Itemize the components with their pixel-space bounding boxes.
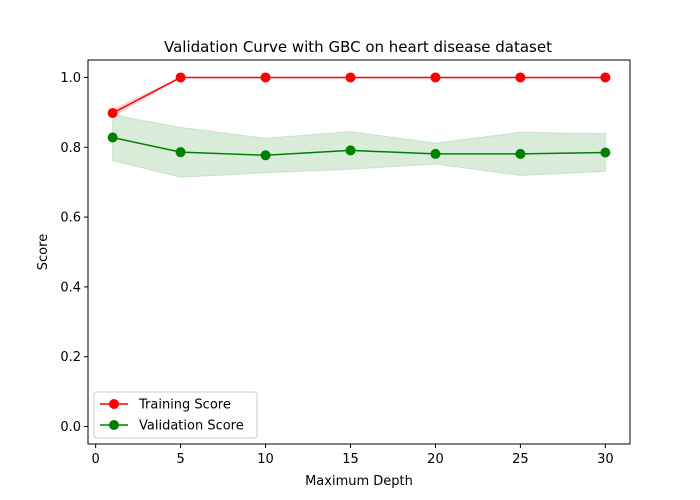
x-axis-ticks: 0 5 10 15 20 25 30 [92, 444, 614, 467]
validation-score-point [430, 148, 441, 159]
series-markers [107, 72, 611, 161]
legend: Training Score Validation Score [93, 391, 258, 439]
y-tick-label: 0.8 [60, 141, 81, 156]
x-tick-label: 25 [512, 452, 529, 467]
training-score-point [175, 72, 186, 83]
validation-score-point [107, 132, 118, 143]
y-tick-label: 1.0 [60, 71, 81, 86]
x-tick-label: 5 [176, 452, 184, 467]
training-score-point [430, 72, 441, 83]
x-tick-label: 10 [257, 452, 274, 467]
validation-score-band [112, 114, 606, 178]
x-tick-label: 0 [92, 452, 100, 467]
validation-score-point [515, 148, 526, 159]
training-score-legend-marker [109, 399, 119, 409]
y-tick-label: 0.4 [60, 280, 81, 295]
x-tick-label: 30 [597, 452, 614, 467]
validation-score-point [345, 145, 356, 156]
y-axis-label: Score [36, 234, 51, 270]
training-score-legend-label: Training Score [138, 398, 231, 413]
validation-score-legend-marker [109, 420, 119, 430]
validation-score-point [175, 147, 186, 158]
plot-frame [87, 59, 631, 445]
validation-score-point [260, 150, 271, 161]
training-score-point [600, 72, 611, 83]
y-tick-label: 0.6 [60, 211, 81, 226]
y-axis-ticks: 0.0 0.2 0.4 0.6 0.8 1.0 [60, 71, 88, 435]
x-tick-label: 15 [342, 452, 359, 467]
training-score-point [260, 72, 271, 83]
training-score-point [107, 108, 118, 119]
legend-entries: Training Score Validation Score [100, 398, 244, 434]
y-tick-label: 0.2 [60, 350, 81, 365]
legend-box [93, 391, 258, 439]
chart-title: Validation Curve with GBC on heart disea… [164, 38, 552, 56]
training-score-point [345, 72, 356, 83]
validation-score-point [600, 147, 611, 158]
training-score-point [515, 72, 526, 83]
validation-score-legend-label: Validation Score [139, 419, 244, 434]
y-tick-label: 0.0 [60, 420, 81, 435]
x-tick-label: 20 [427, 452, 444, 467]
x-axis-label: Maximum Depth [305, 474, 413, 489]
